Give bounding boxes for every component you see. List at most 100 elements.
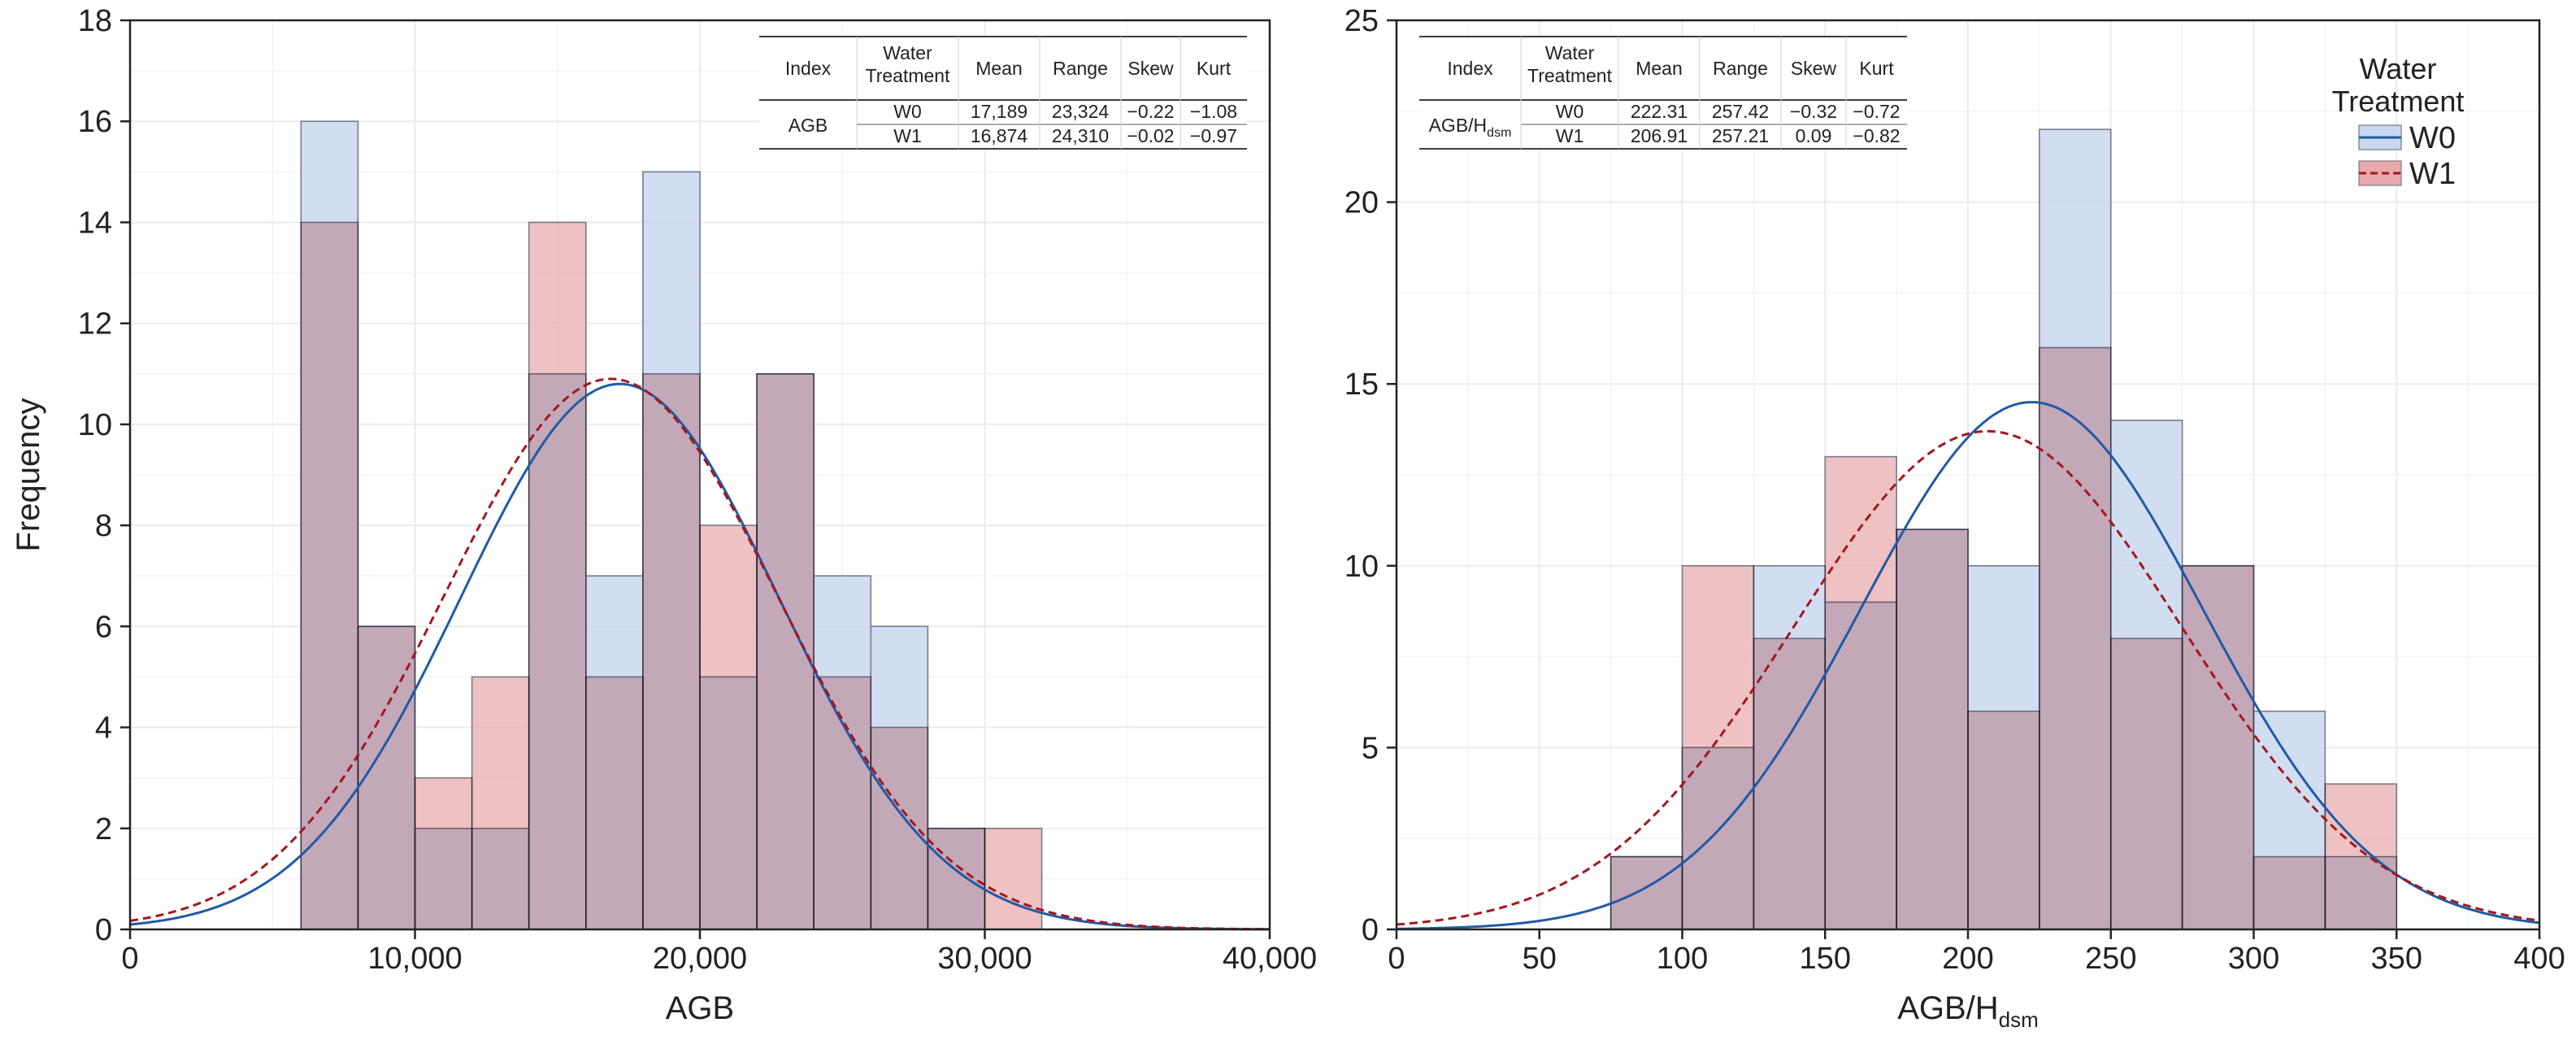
table-header-cell: Treatment bbox=[866, 65, 951, 86]
y-tick-label: 10 bbox=[1344, 550, 1379, 584]
bar-w1 bbox=[1896, 529, 1969, 930]
normal-curve-w1 bbox=[129, 377, 1270, 931]
bar-w1 bbox=[471, 676, 530, 930]
table-cell: −0.02 bbox=[1127, 125, 1174, 146]
bar-w1 bbox=[2324, 783, 2398, 930]
y-axis-title: Frequency bbox=[11, 398, 46, 552]
stats-table-background bbox=[759, 37, 1247, 149]
normal-curve-w0 bbox=[1397, 401, 2540, 930]
table-cell: W0 bbox=[893, 101, 922, 122]
table-header-cell: Water bbox=[883, 42, 932, 63]
x-axis-title: AGB bbox=[666, 990, 734, 1026]
table-index-subscript: dsm bbox=[1487, 126, 1511, 140]
table-cell: −1.08 bbox=[1190, 101, 1237, 122]
histogram-bars bbox=[300, 120, 1043, 930]
bar-w1 bbox=[1609, 855, 1683, 930]
bar-w1 bbox=[2109, 637, 2183, 930]
x-axis-title: AGB/Hdsm bbox=[1897, 990, 2039, 1032]
table-cell: −0.22 bbox=[1127, 101, 1174, 122]
table-cell: W0 bbox=[1556, 101, 1584, 122]
x-tick-label: 250 bbox=[2085, 942, 2136, 976]
x-tick-label: 350 bbox=[2371, 942, 2422, 976]
bar-w1 bbox=[1967, 710, 2040, 930]
legend-title: Treatment bbox=[2332, 85, 2465, 118]
bar-w1 bbox=[984, 827, 1043, 930]
table-cell: W1 bbox=[893, 125, 922, 146]
table-header-cell: Mean bbox=[975, 58, 1023, 79]
table-cell: 222.31 bbox=[1631, 101, 1688, 122]
y-tick-label: 10 bbox=[78, 408, 112, 442]
chart-panel-2: 0 50 100 150 200 250 300 350 400 0 5 10 15 20 25 AGB/Hd… bbox=[1344, 4, 2565, 1032]
table-header-cell: Skew bbox=[1127, 58, 1174, 79]
bar-w1 bbox=[927, 827, 986, 930]
y-tick-label: 12 bbox=[78, 307, 112, 342]
x-tick-label: 0 bbox=[1388, 942, 1405, 976]
table-cell: 257.42 bbox=[1712, 101, 1769, 122]
y-tick-label: 0 bbox=[1362, 913, 1379, 947]
x-tick-label: 40,000 bbox=[1223, 942, 1317, 976]
histogram-bars bbox=[1609, 128, 2398, 930]
table-header-cell: Kurt bbox=[1859, 58, 1894, 79]
table-header-cell: Index bbox=[785, 58, 832, 79]
legend-label-w0: W0 bbox=[2409, 121, 2456, 155]
y-tick-label: 4 bbox=[95, 711, 112, 746]
y-tick-label: 25 bbox=[1344, 4, 1379, 38]
table-cell: 257.21 bbox=[1712, 125, 1769, 146]
table-header-cell: Index bbox=[1447, 58, 1493, 79]
table-header-cell: Range bbox=[1053, 58, 1108, 79]
bar-w1 bbox=[699, 524, 758, 930]
bar-w1 bbox=[528, 221, 587, 930]
normal-curve-w0 bbox=[129, 382, 1270, 931]
table-index-label: AGB bbox=[788, 115, 828, 136]
y-tick-label: 18 bbox=[78, 4, 112, 38]
table-header-cell: Kurt bbox=[1197, 58, 1232, 79]
normal-curve-w1 bbox=[1396, 429, 2540, 926]
x-tick-label: 20,000 bbox=[653, 942, 747, 976]
y-tick-label: 6 bbox=[95, 610, 112, 644]
table-cell: 0.09 bbox=[1796, 125, 1832, 146]
chart-panel-1: 0 10,000 20,000 30,000 40,000 0 2 4 6 8 10 12 14 16 18… bbox=[11, 4, 1317, 1026]
x-tick-label: 30,000 bbox=[937, 942, 1032, 976]
bar-w1 bbox=[2252, 855, 2326, 930]
y-tick-label: 2 bbox=[95, 812, 112, 846]
table-cell: 24,310 bbox=[1052, 125, 1109, 146]
table-header-cell: Mean bbox=[1636, 58, 1683, 79]
x-tick-label: 100 bbox=[1657, 942, 1708, 976]
table-cell: 23,324 bbox=[1052, 101, 1110, 122]
y-tick-label: 16 bbox=[78, 105, 112, 139]
bar-w1 bbox=[357, 625, 416, 930]
y-tick-label: 20 bbox=[1344, 186, 1379, 220]
x-tick-label: 10,000 bbox=[367, 942, 462, 976]
table-cell: −0.32 bbox=[1790, 101, 1837, 122]
y-tick-label: 0 bbox=[95, 913, 112, 947]
bar-w1 bbox=[1753, 637, 1827, 930]
x-tick-label: 400 bbox=[2513, 942, 2565, 976]
table-header-cell: Range bbox=[1713, 58, 1768, 79]
legend-title: Water bbox=[2360, 52, 2437, 85]
bar-w1 bbox=[870, 726, 929, 930]
bar-w1 bbox=[414, 777, 473, 930]
table-header-cell: Water bbox=[1545, 42, 1595, 63]
y-tick-label: 5 bbox=[1362, 731, 1379, 765]
y-tick-label: 14 bbox=[78, 206, 112, 240]
table-cell: 206.91 bbox=[1631, 125, 1688, 146]
table-header-cell: Skew bbox=[1791, 58, 1837, 79]
x-tick-label: 50 bbox=[1523, 942, 1557, 976]
bar-w1 bbox=[2181, 564, 2255, 930]
y-tick-label: 8 bbox=[95, 509, 112, 543]
bar-w1 bbox=[1681, 564, 1755, 930]
table-cell: W1 bbox=[1556, 125, 1584, 146]
stats-table-background bbox=[1419, 37, 1907, 149]
table-cell: −0.82 bbox=[1853, 125, 1900, 146]
bar-w1 bbox=[813, 676, 872, 930]
table-cell: −0.72 bbox=[1853, 101, 1900, 122]
x-axis-title-subscript: dsm bbox=[1999, 1007, 2039, 1032]
table-cell: 16,874 bbox=[971, 125, 1028, 146]
series-w1-bars bbox=[1609, 346, 2398, 930]
y-tick-label: 15 bbox=[1344, 368, 1379, 402]
bar-w1 bbox=[584, 676, 644, 930]
